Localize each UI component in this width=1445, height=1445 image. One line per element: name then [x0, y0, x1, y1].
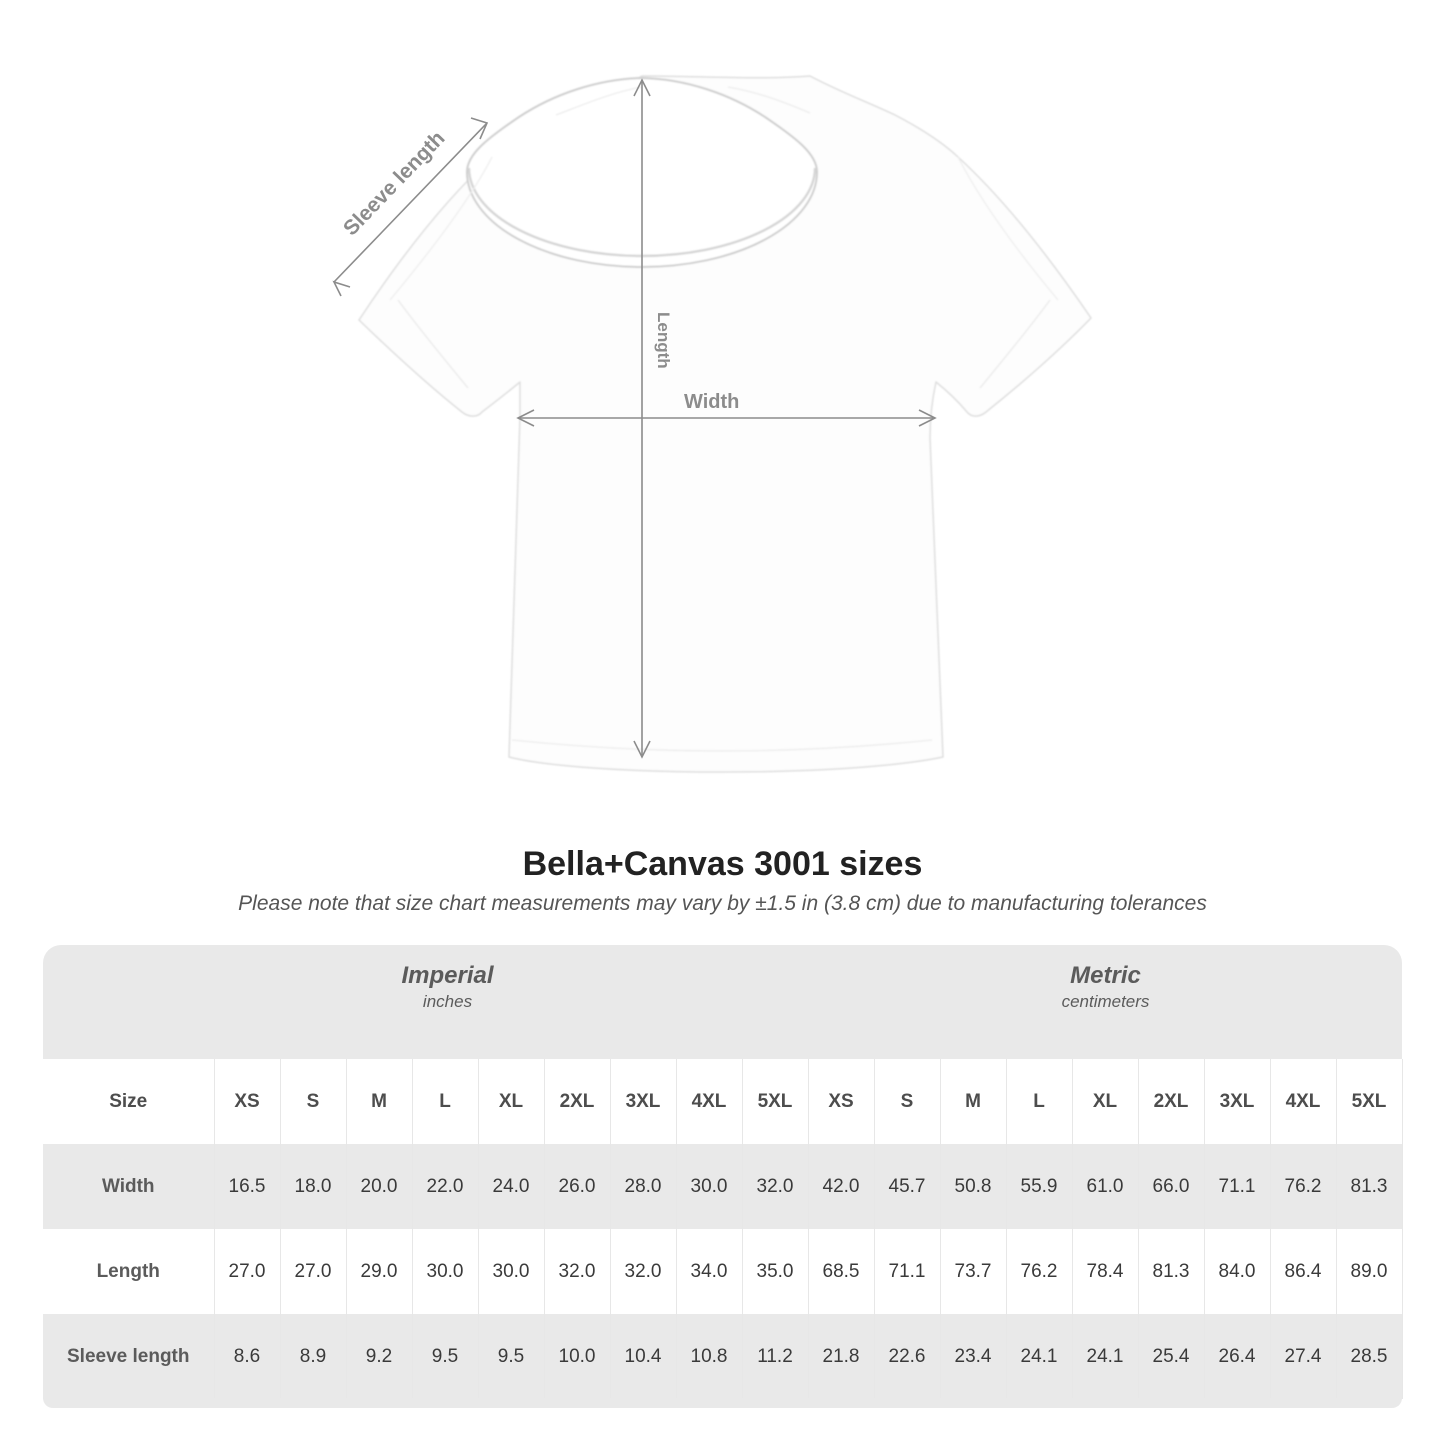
svg-text:Length: Length	[654, 312, 673, 369]
svg-text:Width: Width	[684, 391, 739, 413]
